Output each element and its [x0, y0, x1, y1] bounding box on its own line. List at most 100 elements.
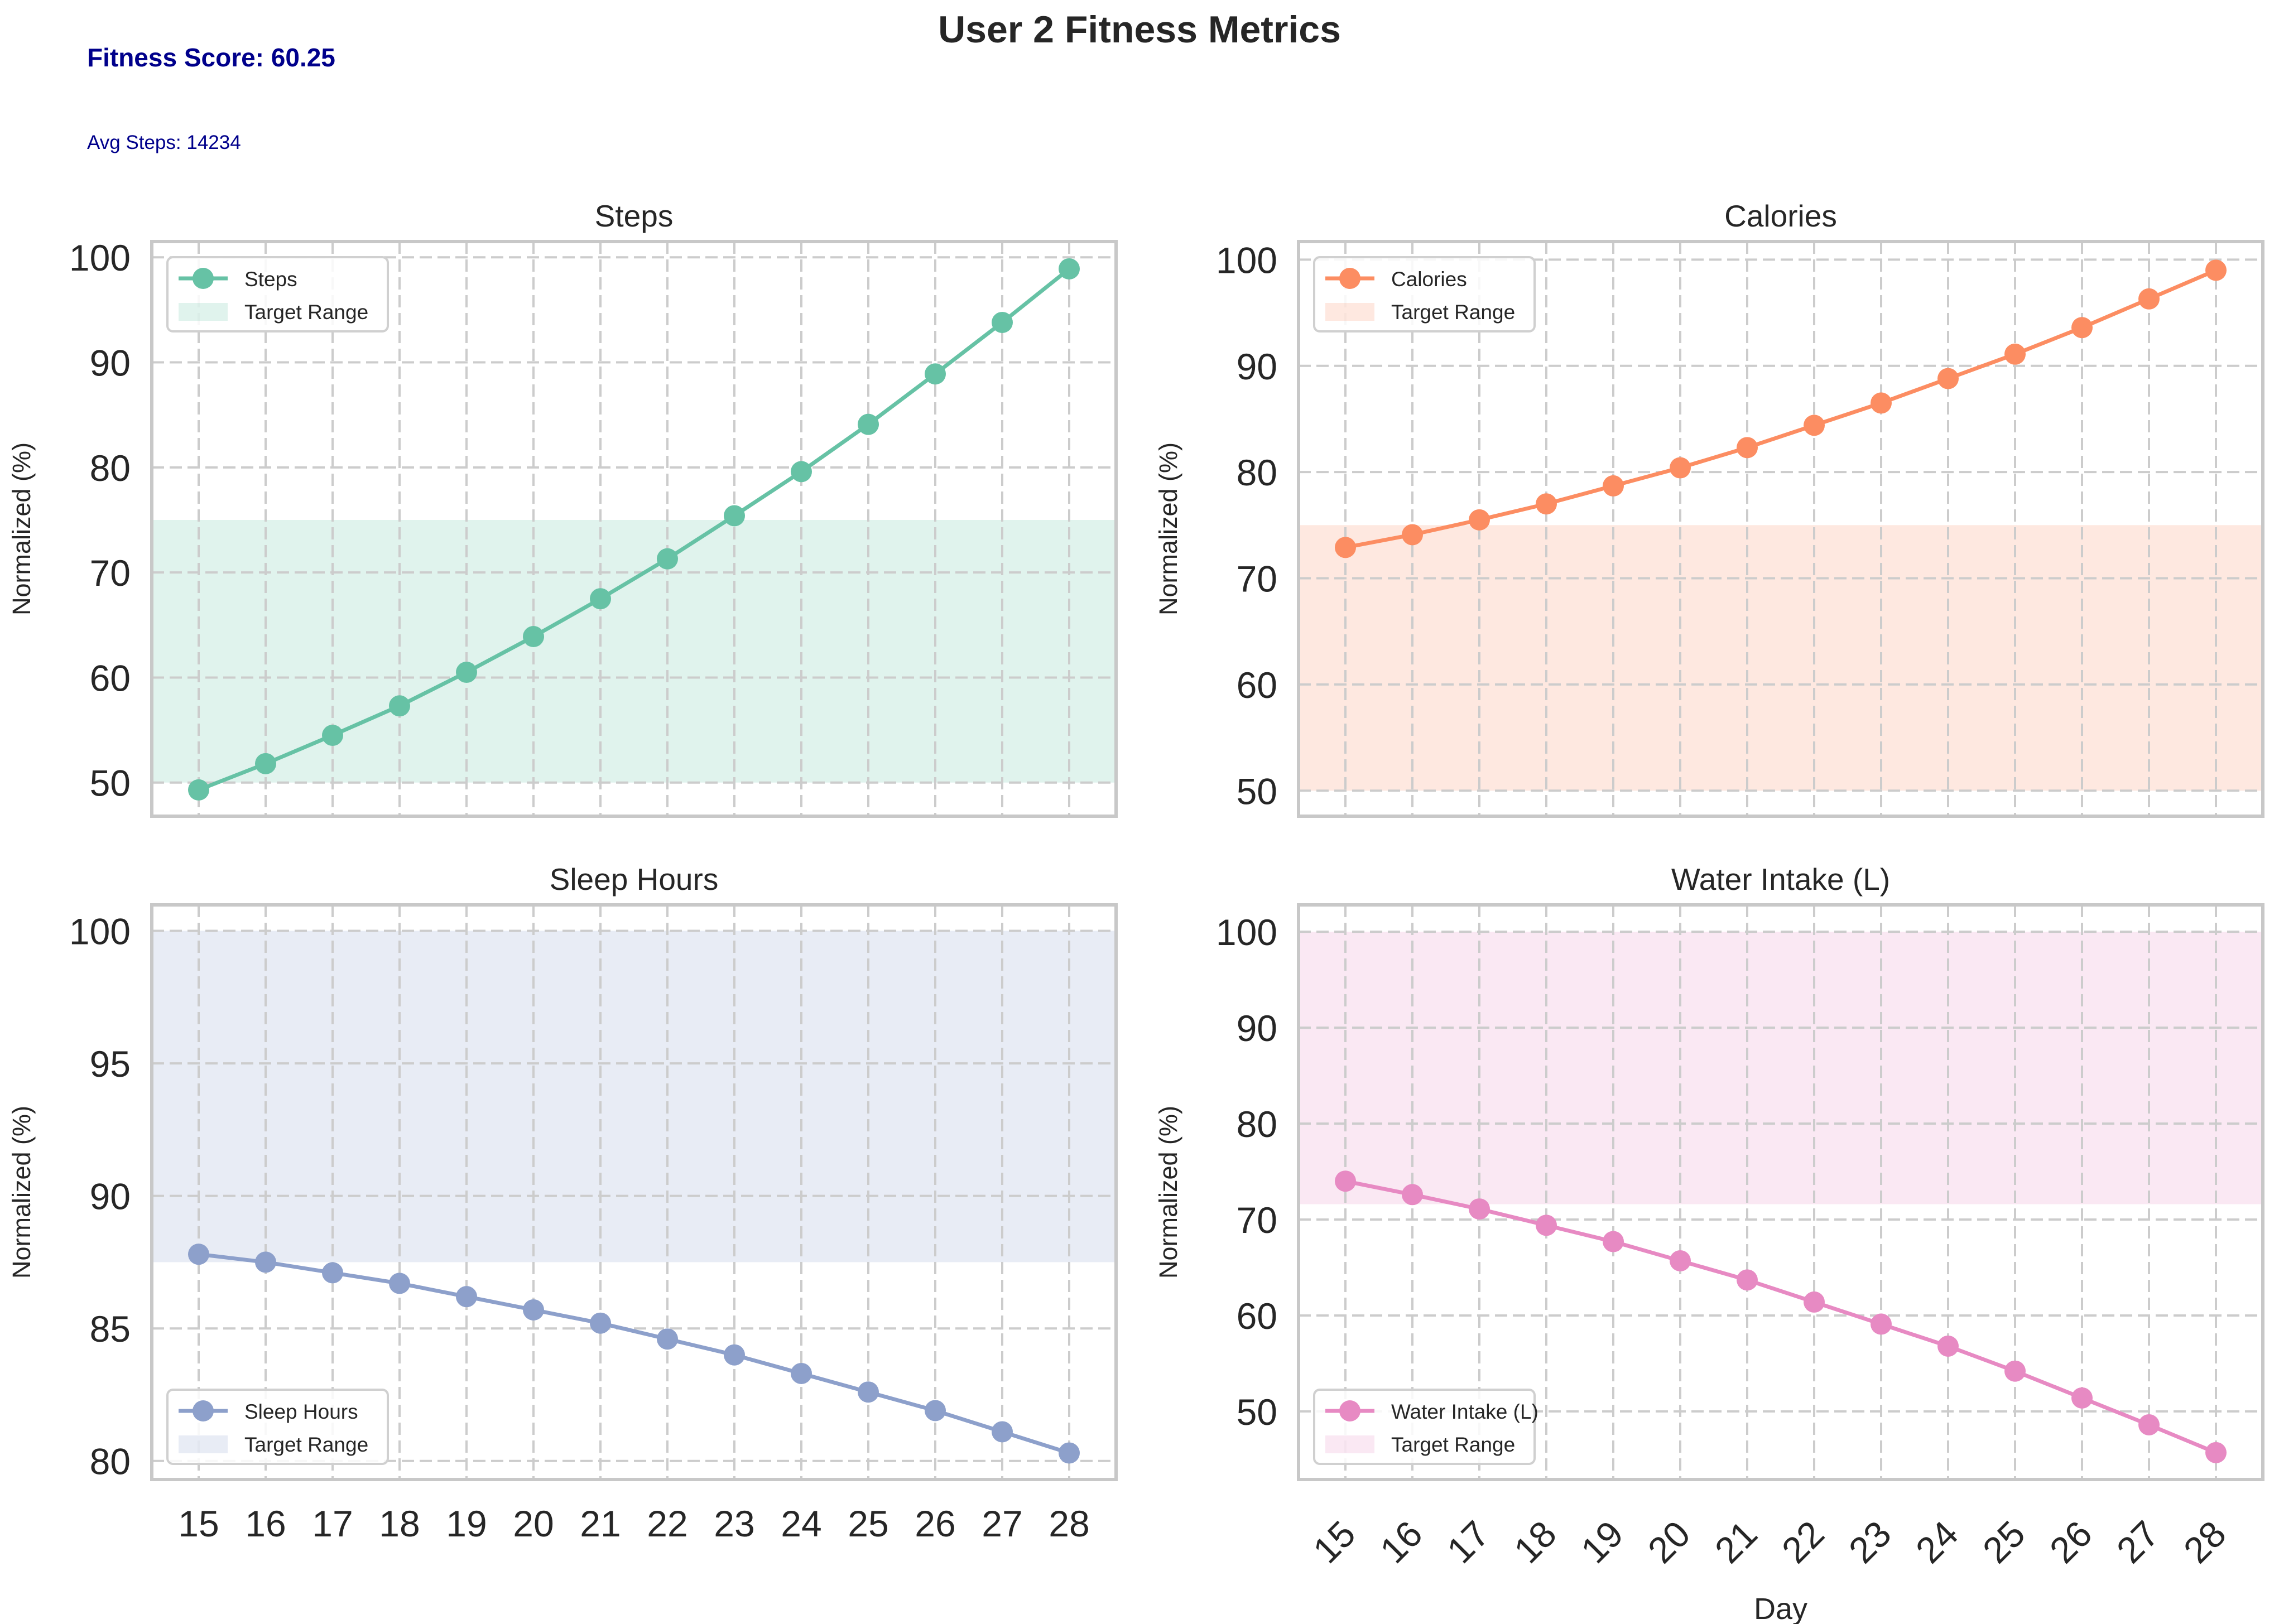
chart-3-ytick-label: 95	[90, 1043, 131, 1085]
chart-3-ylabel: Normalized (%)	[7, 1106, 36, 1279]
chart-4-xtick-label: 16	[1372, 1513, 1430, 1571]
chart-2: 50 60 70 80 90 100 Calories Normalized (%) Calor…	[1154, 199, 2264, 818]
chart-4-legend-marker	[1339, 1400, 1360, 1421]
chart-1-data-point	[791, 461, 812, 483]
chart-2-frame	[1297, 240, 2264, 818]
chart-2-ylabel: Normalized (%)	[1154, 442, 1182, 615]
chart-3-legend-label: Sleep Hours	[244, 1400, 358, 1423]
chart-4-ytick-label: 80	[1237, 1103, 1277, 1145]
chart-1-data-point	[188, 779, 209, 801]
chart-4-data-point	[1603, 1231, 1624, 1252]
chart-4-data-point	[1469, 1198, 1490, 1220]
chart-3-ytick-label: 90	[90, 1176, 131, 1217]
chart-3-data-point	[389, 1273, 410, 1294]
chart-4-data-point	[1670, 1250, 1691, 1271]
chart-3-data-point	[255, 1251, 276, 1273]
chart-2-ytick-label: 50	[1237, 770, 1277, 812]
chart-3-legend: Sleep Hours Target Range	[166, 1389, 389, 1465]
chart-3-title: Sleep Hours	[550, 862, 719, 897]
chart-1-data-point	[992, 311, 1013, 333]
chart-4-xtick-label: 19	[1573, 1513, 1631, 1571]
chart-3-xtick-label: 25	[848, 1503, 888, 1544]
chart-1-data-point	[255, 753, 276, 774]
chart-3-data-point	[1059, 1442, 1080, 1464]
chart-4-data-point	[2138, 1414, 2160, 1435]
chart-4-frame	[1297, 903, 2264, 1481]
chart-3-xtick-label: 24	[781, 1503, 821, 1544]
chart-3-data-point	[188, 1244, 209, 1265]
chart-3-data-point	[523, 1299, 544, 1321]
chart-1-data-point	[523, 626, 544, 648]
chart-1-data-point	[322, 725, 343, 746]
chart-4-data-point	[1536, 1215, 1557, 1236]
chart-1-legend-box	[166, 256, 389, 332]
chart-2-ytick-label: 60	[1237, 664, 1277, 706]
chart-3-xtick-label: 18	[379, 1503, 420, 1544]
chart-4-title: Water Intake (L)	[1671, 862, 1890, 897]
chart-3-xtick-label: 28	[1049, 1503, 1089, 1544]
chart-4-ytick-label: 60	[1237, 1295, 1277, 1337]
chart-3-ytick-label: 80	[90, 1441, 131, 1482]
chart-4-xtick-label: 27	[2109, 1513, 2167, 1571]
chart-4-xtick-label: 22	[1774, 1513, 1832, 1571]
chart-3-data-point	[791, 1362, 812, 1384]
chart-1-title: Steps	[595, 199, 674, 233]
chart-3-data-point	[724, 1344, 745, 1366]
chart-4-xtick-label: 20	[1640, 1513, 1698, 1571]
chart-4-data-point	[1737, 1269, 1758, 1291]
chart-3-frame	[150, 903, 1118, 1481]
chart-1-legend-band-swatch	[179, 303, 228, 321]
chart-1-legend-label: Target Range	[244, 301, 368, 324]
chart-4-xtick-label: 25	[1975, 1513, 2033, 1571]
chart-4-xtick-label: 18	[1506, 1513, 1564, 1571]
chart-4-data-point	[1335, 1170, 1356, 1192]
chart-4-xtick-label: 28	[2176, 1513, 2234, 1571]
chart-3-data-point	[992, 1421, 1013, 1443]
chart-2-legend-band-swatch	[1325, 303, 1374, 321]
chart-4-data-point	[2205, 1442, 2227, 1463]
chart-2-legend-label: Calories	[1391, 268, 1467, 291]
chart-1-data-point	[657, 548, 678, 570]
chart-2-data-point	[2004, 343, 2026, 365]
chart-4-target-band	[1299, 932, 2263, 1204]
chart-2-data-point	[1469, 509, 1490, 531]
chart-3-data-point	[657, 1328, 678, 1350]
chart-3-xtick-label: 27	[982, 1503, 1022, 1544]
chart-3-xtick-label: 23	[714, 1503, 754, 1544]
chart-2-data-point	[1670, 457, 1691, 479]
chart-1-series-line	[198, 267, 1071, 792]
chart-1-data-point	[590, 588, 611, 610]
chart-4-xtick-label: 17	[1439, 1513, 1497, 1571]
chart-3-legend-band-swatch	[179, 1435, 228, 1453]
chart-1-data-point	[724, 505, 745, 527]
chart-3-xtick-label: 22	[647, 1503, 687, 1544]
chart-3-data-point	[456, 1286, 477, 1308]
chart-2-data-point	[1937, 368, 1959, 389]
chart-3-xtick-label: 19	[446, 1503, 487, 1544]
chart-3-data-point	[322, 1262, 343, 1284]
chart-2-data-point	[1804, 415, 1825, 436]
chart-3-data-point	[925, 1400, 946, 1421]
chart-3-data-point	[590, 1312, 611, 1334]
chart-4-xtick-label: 23	[1841, 1513, 1899, 1571]
chart-3-xtick-label: 26	[915, 1503, 955, 1544]
chart-4-legend: Water Intake (L) Target Range	[1313, 1389, 1538, 1465]
chart-4-xtick-label: 26	[2042, 1513, 2100, 1571]
chart-1-target-band	[152, 519, 1116, 783]
chart-1-ylabel: Normalized (%)	[7, 442, 36, 615]
chart-4-xlabel: Day	[1754, 1592, 1807, 1624]
chart-2-legend-box	[1313, 256, 1536, 332]
chart-1-ytick-label: 60	[90, 657, 131, 698]
chart-1-legend-label: Steps	[244, 268, 297, 291]
chart-4-xtick-label: 15	[1305, 1513, 1363, 1571]
chart-4-legend-label: Water Intake (L)	[1391, 1400, 1538, 1423]
chart-3-xtick-label: 21	[580, 1503, 621, 1544]
chart-1-data-point	[858, 413, 879, 435]
chart-1-ytick-label: 70	[90, 552, 131, 594]
chart-4-legend-label: Target Range	[1391, 1433, 1515, 1456]
chart-1-data-point	[1059, 258, 1080, 279]
chart-3: 80 85 90 95 100 15 16 17 18 19 20 21 22 23 24 25 26 27 28 S…	[7, 862, 1118, 1544]
chart-2-series-line	[1345, 268, 2217, 550]
